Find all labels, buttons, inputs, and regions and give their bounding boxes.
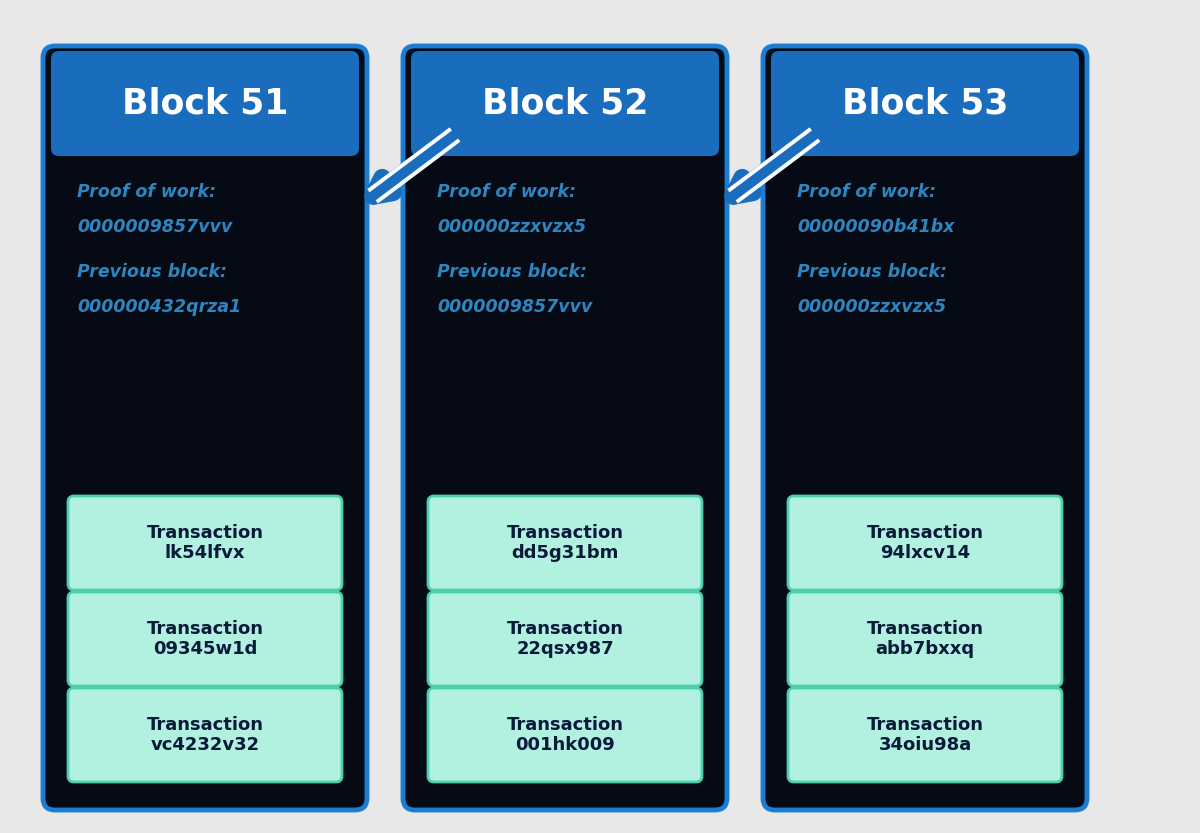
FancyBboxPatch shape — [788, 688, 1062, 782]
Text: Block 51: Block 51 — [122, 86, 288, 120]
FancyBboxPatch shape — [428, 496, 702, 590]
FancyBboxPatch shape — [403, 46, 727, 810]
FancyBboxPatch shape — [772, 51, 1079, 156]
Text: Transaction
001hk009: Transaction 001hk009 — [506, 716, 624, 755]
Text: Proof of work:: Proof of work: — [437, 183, 576, 201]
Text: Block 53: Block 53 — [842, 86, 1008, 120]
FancyBboxPatch shape — [428, 688, 702, 782]
Text: 000000zzxvzx5: 000000zzxvzx5 — [797, 298, 946, 316]
Text: Block 52: Block 52 — [482, 86, 648, 120]
Text: Proof of work:: Proof of work: — [77, 183, 216, 201]
FancyBboxPatch shape — [428, 592, 702, 686]
Text: Transaction
dd5g31bm: Transaction dd5g31bm — [506, 524, 624, 562]
Text: Transaction
lk54lfvx: Transaction lk54lfvx — [146, 524, 264, 562]
FancyBboxPatch shape — [68, 496, 342, 590]
Text: Proof of work:: Proof of work: — [797, 183, 936, 201]
Text: 000000zzxvzx5: 000000zzxvzx5 — [437, 218, 586, 236]
Text: Transaction
09345w1d: Transaction 09345w1d — [146, 620, 264, 658]
FancyBboxPatch shape — [43, 46, 367, 810]
Text: Previous block:: Previous block: — [437, 263, 587, 281]
Text: Transaction
abb7bxxq: Transaction abb7bxxq — [866, 620, 984, 658]
Text: Transaction
94lxcv14: Transaction 94lxcv14 — [866, 524, 984, 562]
FancyBboxPatch shape — [763, 46, 1087, 810]
FancyBboxPatch shape — [788, 592, 1062, 686]
FancyBboxPatch shape — [52, 51, 359, 156]
FancyBboxPatch shape — [68, 688, 342, 782]
Text: Transaction
vc4232v32: Transaction vc4232v32 — [146, 716, 264, 755]
Text: 0000009857vvv: 0000009857vvv — [437, 298, 593, 316]
Text: Previous block:: Previous block: — [77, 263, 227, 281]
Text: Transaction
34oiu98a: Transaction 34oiu98a — [866, 716, 984, 755]
Text: Previous block:: Previous block: — [797, 263, 947, 281]
FancyBboxPatch shape — [68, 592, 342, 686]
FancyBboxPatch shape — [788, 496, 1062, 590]
FancyBboxPatch shape — [412, 51, 719, 156]
Text: 000000432qrza1: 000000432qrza1 — [77, 298, 241, 316]
Text: Transaction
22qsx987: Transaction 22qsx987 — [506, 620, 624, 658]
Text: 00000090b41bx: 00000090b41bx — [797, 218, 954, 236]
Text: 0000009857vvv: 0000009857vvv — [77, 218, 233, 236]
